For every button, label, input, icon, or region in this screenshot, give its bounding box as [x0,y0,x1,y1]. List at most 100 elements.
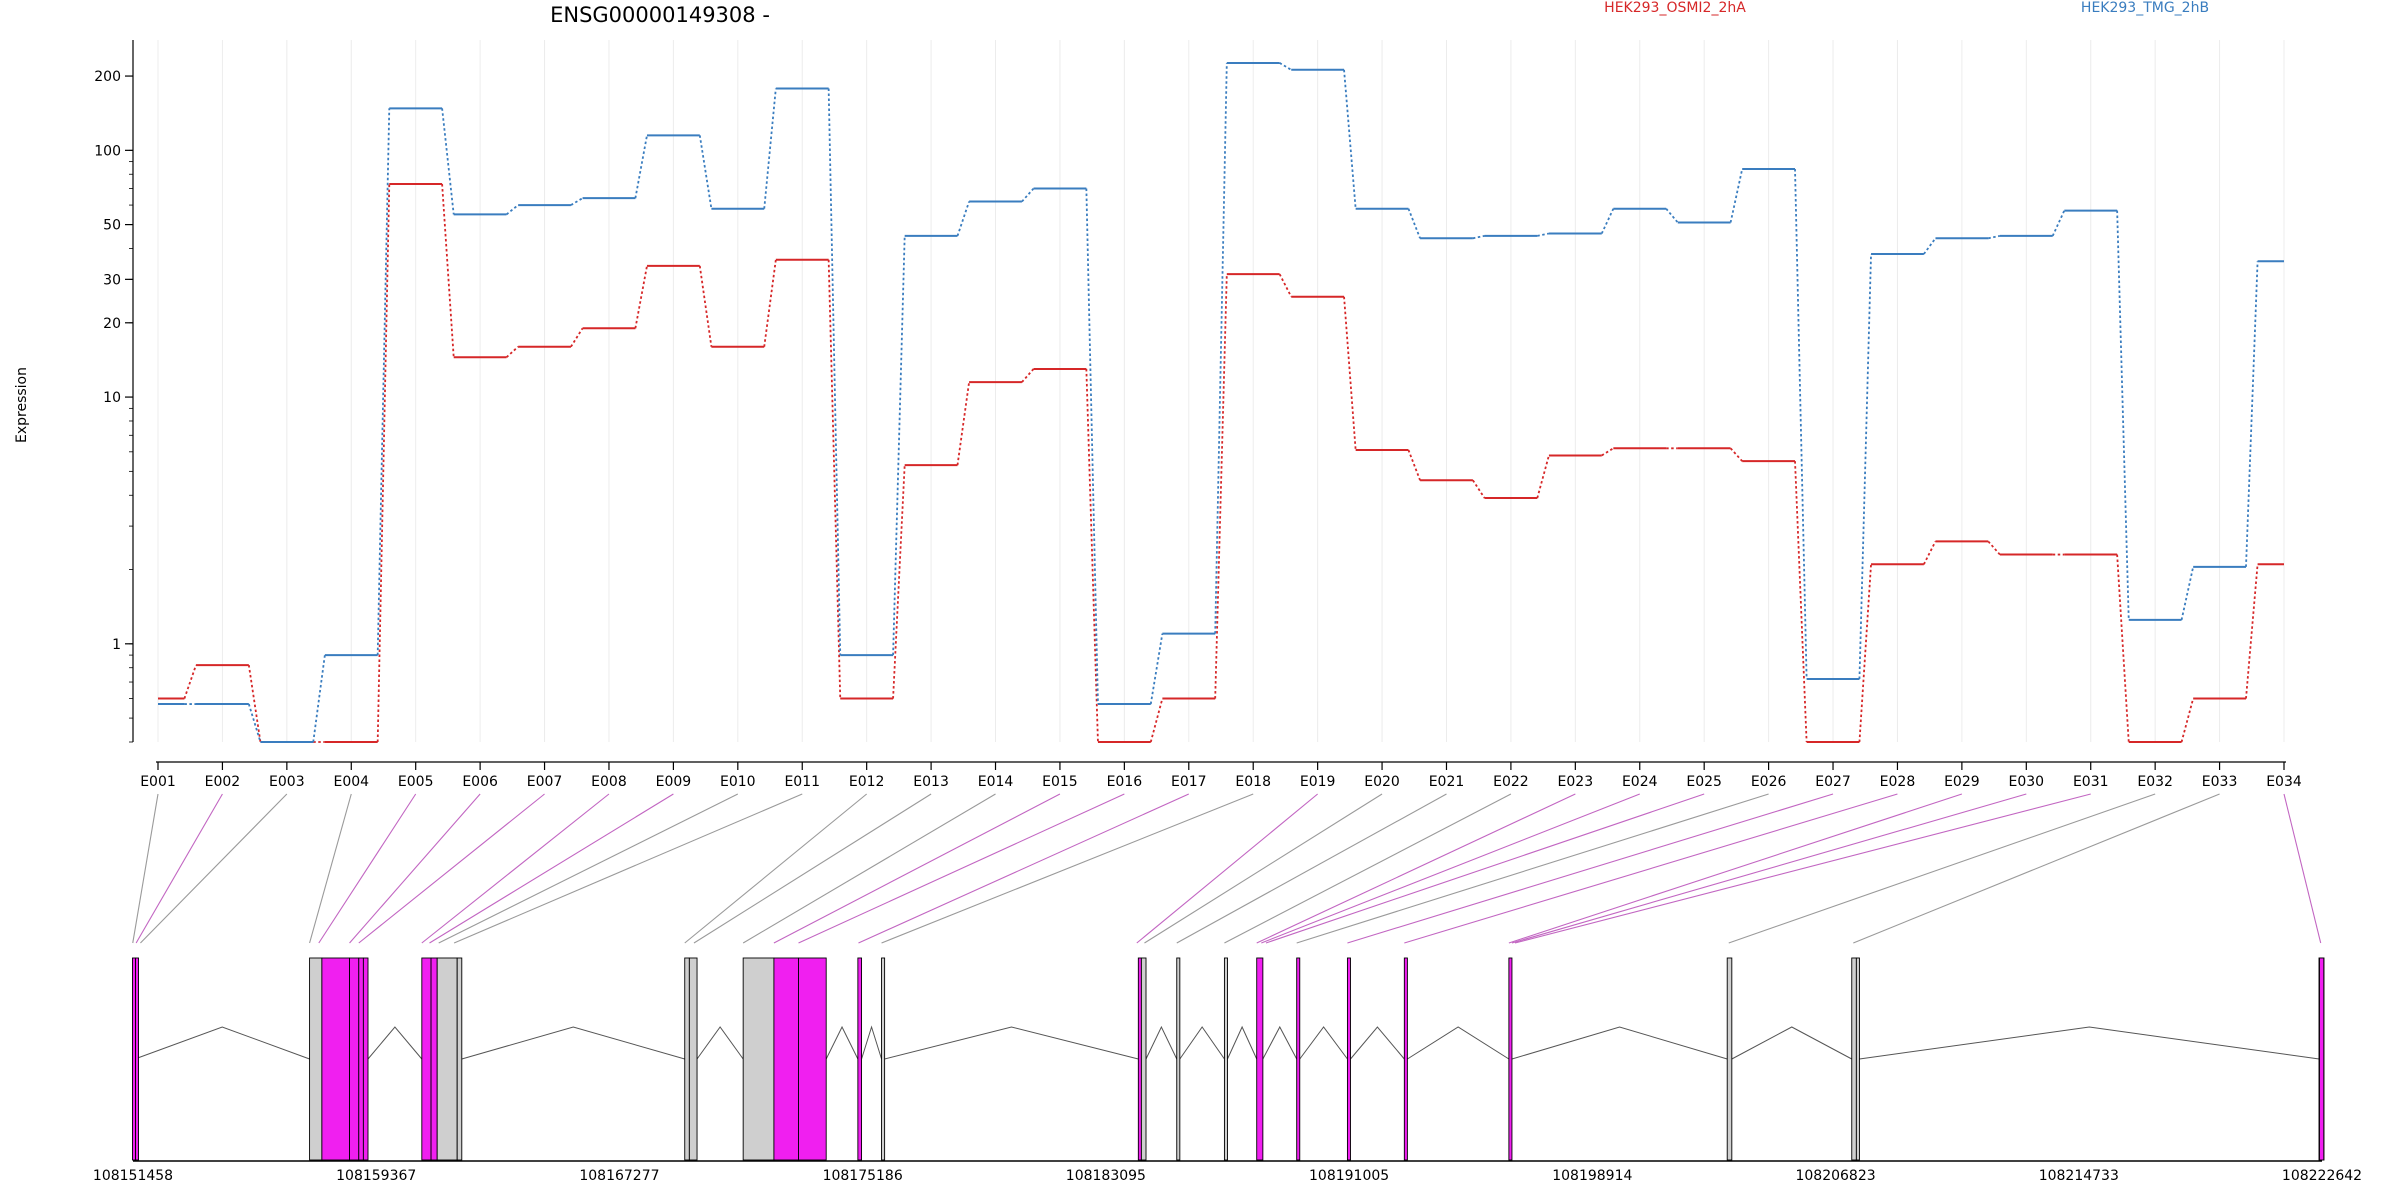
y-tick-label: 20 [103,316,121,332]
x-tick-label-e012: E012 [849,774,885,790]
connector-e033 [1853,793,2220,944]
exon-connectors [132,793,2322,944]
connector-e034 [2283,793,2322,944]
series-transition [441,108,455,215]
series-transition [634,265,648,329]
series-transition [505,346,519,358]
x-tick-label-e027: E027 [1815,774,1851,790]
x-tick-label-e005: E005 [398,774,434,790]
exon-e019 [1137,957,1142,1161]
connector-e027 [1347,793,1834,944]
series-transition [2245,261,2259,567]
connector-e009 [429,793,674,944]
series-transition [1537,232,1550,237]
series-hek293-osmi2-2ha [158,183,2284,743]
y-tick-label: 30 [103,272,121,288]
series-transition [763,88,777,209]
series-transition [698,135,713,209]
series-transition [1472,479,1486,499]
connector-e017 [858,793,1190,944]
series-transition [1021,187,1035,203]
x-tick-label-e018: E018 [1235,774,1271,790]
gridlines [157,40,2285,742]
intron [1262,1025,1298,1060]
genomic-tick-label: 108159367 [336,1168,416,1184]
intron [1179,1026,1225,1060]
legend-series-osmi2: HEK293_OSMI2_2hA [1604,0,1746,16]
series-transition [1858,253,1872,680]
series-transition [1278,273,1293,298]
connector-e001 [132,793,159,944]
connector-e021 [1176,793,1447,944]
series-transition [1472,235,1485,240]
exon-e026 [1403,957,1408,1161]
axes: 1 10 20 30 50 100 200 E001 E002 E003 E004 E005 E006 E… [94,40,2302,790]
y-tick-label: 10 [103,390,121,406]
connector-e015 [773,793,1061,944]
connector-e013 [693,793,932,944]
series-transition [1536,455,1550,499]
series-transition [1214,62,1228,634]
exon-e018 [881,957,886,1161]
intron [1407,1026,1510,1060]
series-transition [570,197,584,206]
exon-e005 [349,957,360,1161]
series-transition [2245,564,2259,699]
connector-e002 [135,793,223,944]
connector-e025 [1265,793,1705,944]
x-tick-label-e025: E025 [1686,774,1722,790]
exon-e006 [358,957,364,1161]
y-tick-label: 50 [103,218,121,234]
x-tick-label-e032: E032 [2137,774,2173,790]
exon-e012 [684,957,690,1161]
exon-e002 [135,957,139,1161]
connector-e029 [1508,793,1963,944]
x-tick-label-e008: E008 [591,774,627,790]
exon-e034 [2319,957,2325,1161]
connector-e024 [1261,793,1640,944]
series-transition [2116,210,2130,620]
intron [461,1026,685,1060]
exon-e003 [309,957,323,1161]
exon-e010 [436,957,458,1161]
connector-e016 [798,793,1125,944]
exon-e029 [1851,957,1857,1161]
x-tick-label-e030: E030 [2009,774,2045,790]
connector-e011 [453,793,803,944]
series-transition [2116,554,2130,743]
genomic-tick-label: 108151458 [93,1168,173,1184]
connector-e006 [349,793,481,944]
series-transition [892,465,906,699]
series-transition [698,265,713,347]
connector-e010 [438,793,739,944]
series-transition [1149,633,1164,705]
x-tick-label-e033: E033 [2202,774,2238,790]
connector-e004 [309,793,352,944]
legend-series-tmg: HEK293_TMG_2hB [2081,0,2209,16]
connector-e005 [318,793,417,944]
intron [1227,1025,1258,1060]
series-transition [505,204,519,216]
exon-e013 [688,957,698,1161]
exon-e027 [1508,957,1513,1161]
x-tick-label-e020: E020 [1364,774,1400,790]
exon-e023 [1256,957,1264,1161]
exon-e025 [1346,957,1351,1161]
series-transition [763,259,777,347]
connector-e023 [1256,793,1576,944]
x-tick-label-e014: E014 [978,774,1014,790]
series-transition [956,381,970,466]
exon-e028 [1726,957,1733,1161]
series-transition [1923,237,1937,255]
connector-e014 [742,793,996,944]
x-tick-label-e017: E017 [1171,774,1207,790]
series-transition [1407,449,1421,481]
intron [1731,1026,1852,1060]
x-tick-label-e010: E010 [720,774,756,790]
series-transition [1407,208,1421,239]
series-lines [158,61,2284,743]
exon-e014 [742,957,775,1161]
series-transition [1794,461,1808,743]
series-transition [247,703,262,743]
series-transition [1665,208,1679,224]
